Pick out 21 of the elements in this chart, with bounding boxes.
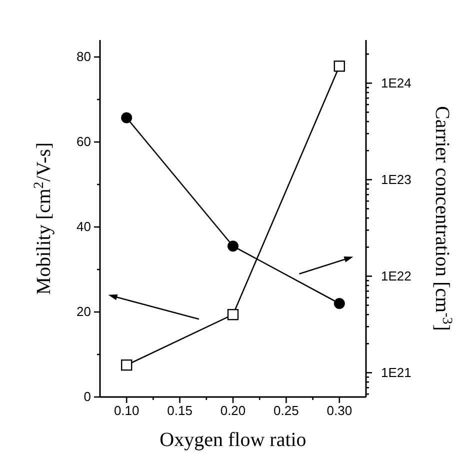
point bbox=[121, 359, 132, 371]
y-tick-label: 40 bbox=[76, 219, 91, 234]
y-tick-label: 20 bbox=[76, 304, 91, 320]
y2-tick-label: 1E21 bbox=[381, 364, 412, 380]
y-tick-label: 80 bbox=[76, 49, 91, 64]
y2-tick-label: 1E23 bbox=[381, 172, 412, 187]
x-tick-label: 0.30 bbox=[326, 403, 352, 418]
point bbox=[227, 308, 239, 320]
x-tick-label: 0.15 bbox=[167, 403, 192, 418]
x-tick-label: 0.20 bbox=[220, 403, 246, 418]
x-tick-label: 0.10 bbox=[114, 403, 140, 418]
y-tick-label: 0 bbox=[84, 389, 91, 404]
y2-tick-label: 1E22 bbox=[381, 268, 412, 284]
point bbox=[334, 60, 345, 72]
y-tick-label: 60 bbox=[76, 134, 91, 150]
x-axis-title: Oxygen flow ratio bbox=[160, 429, 306, 451]
x-tick-label: 0.25 bbox=[274, 403, 299, 418]
point bbox=[334, 298, 345, 309]
point bbox=[228, 240, 238, 252]
point bbox=[121, 112, 132, 124]
y2-tick-label: 1E24 bbox=[381, 75, 412, 90]
